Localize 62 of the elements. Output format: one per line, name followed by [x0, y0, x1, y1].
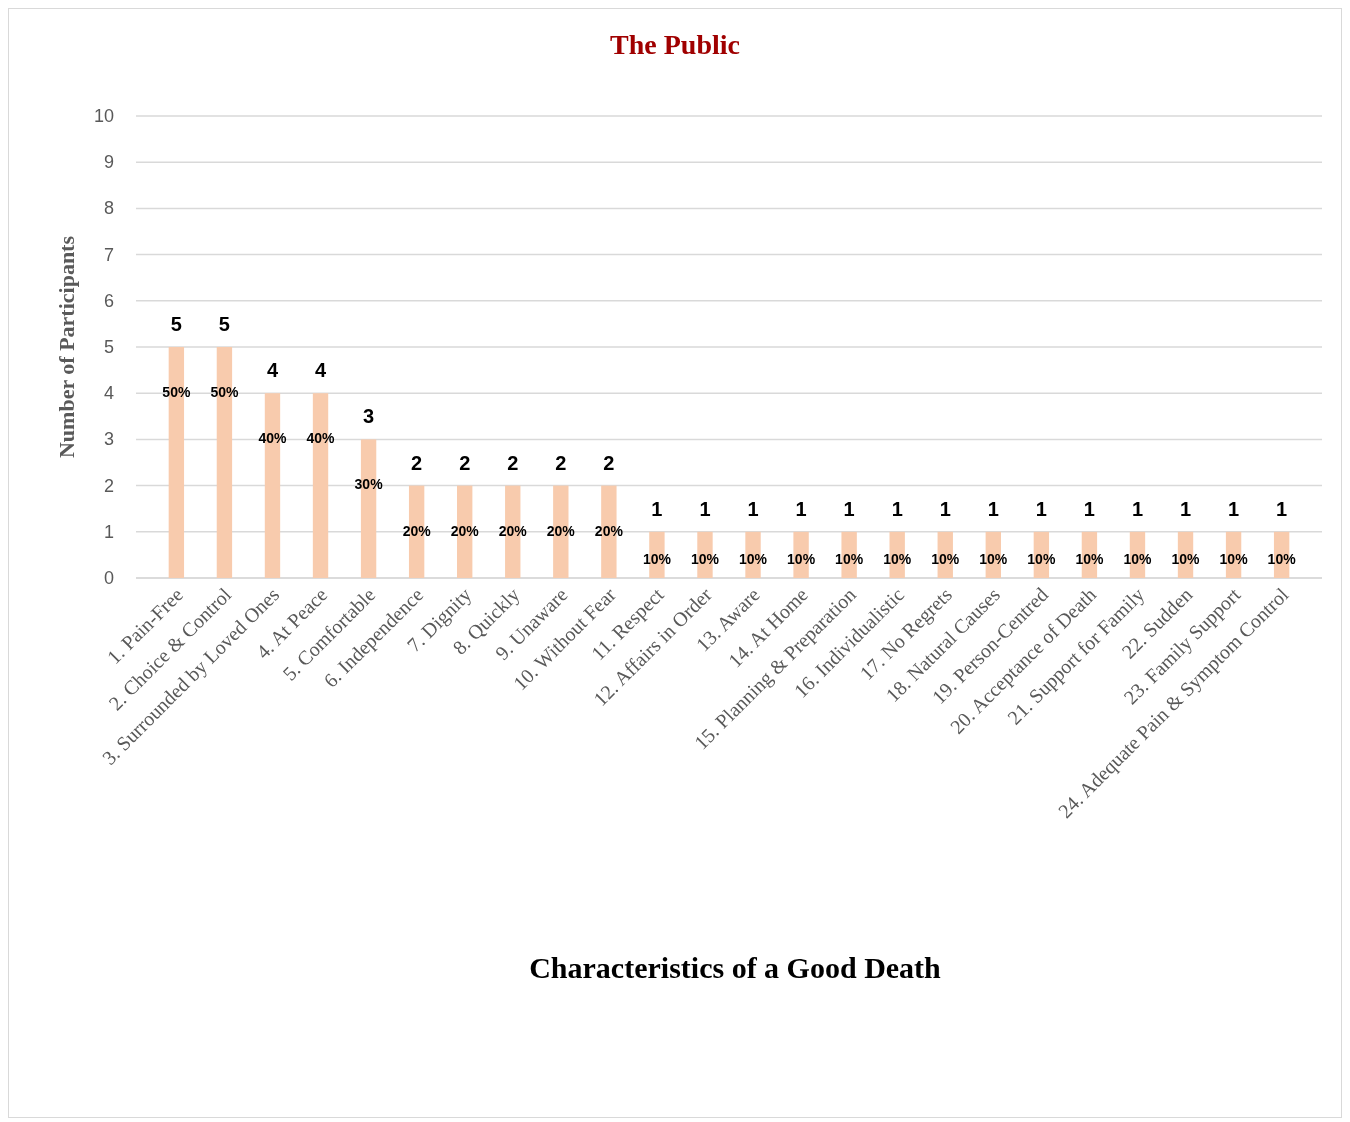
data-label: 1	[1276, 497, 1288, 520]
annotation: 10%	[931, 550, 960, 567]
data-label: 1	[1228, 497, 1240, 520]
annotation: 10%	[1075, 550, 1104, 567]
data-label: 1	[1179, 497, 1192, 520]
data-label: 2	[507, 451, 519, 474]
data-label: 1	[1131, 497, 1144, 520]
annotation: 10%	[979, 550, 1008, 567]
data-label: 4	[314, 359, 327, 382]
y-tick-label: 7	[103, 244, 114, 265]
annotation: 10%	[1219, 550, 1249, 567]
annotation: 10%	[835, 550, 864, 567]
data-label: 1	[699, 497, 711, 520]
annotation: 40%	[258, 430, 288, 447]
annotation: 20%	[402, 522, 432, 539]
annotation: 10%	[642, 550, 672, 567]
annotation: 10%	[1267, 550, 1297, 567]
data-label: 1	[795, 497, 807, 520]
data-label: 3	[363, 405, 375, 428]
annotation: 20%	[450, 522, 480, 539]
annotation: 10%	[690, 550, 720, 567]
annotation: 50%	[210, 384, 239, 400]
y-tick-label: 0	[103, 568, 114, 588]
y-tick-label: 3	[103, 429, 114, 450]
data-label: 1	[939, 497, 951, 520]
data-label: 2	[459, 451, 471, 474]
y-tick-label: 2	[103, 475, 114, 496]
data-label: 2	[555, 451, 567, 474]
y-tick-label: 6	[103, 290, 114, 311]
chart-title: The Public	[610, 29, 740, 60]
y-tick-label: 10	[93, 106, 114, 126]
data-label: 5	[170, 313, 182, 335]
annotation: 20%	[546, 522, 576, 539]
data-label: 2	[603, 451, 615, 474]
y-tick-label: 4	[103, 383, 114, 404]
y-tick-label: 8	[103, 198, 114, 219]
annotation: 10%	[883, 550, 912, 567]
annotation: 20%	[498, 522, 528, 539]
annotation: 30%	[354, 476, 384, 493]
data-label: 1	[651, 497, 663, 520]
x-axis-title: Characteristics of a Good Death	[529, 951, 942, 984]
y-tick-label: 5	[103, 337, 114, 357]
y-tick-label: 9	[103, 152, 114, 173]
annotation: 10%	[1123, 550, 1153, 567]
annotation: 10%	[1027, 550, 1056, 567]
annotation: 20%	[594, 522, 624, 539]
annotation: 10%	[739, 550, 768, 567]
annotation: 40%	[306, 430, 336, 447]
y-tick-label: 1	[103, 521, 114, 542]
data-label: 1	[987, 497, 999, 520]
data-label: 1	[843, 497, 855, 520]
data-label: 1	[1083, 497, 1095, 520]
data-label: 4	[266, 359, 279, 382]
data-label: 2	[411, 451, 423, 474]
y-axis-title: Number of Participants	[54, 235, 79, 459]
annotation: 10%	[787, 550, 816, 567]
data-label: 1	[891, 497, 903, 520]
data-label: 1	[747, 497, 759, 520]
annotation: 10%	[1171, 550, 1201, 567]
data-label: 5	[218, 313, 230, 335]
data-label: 1	[1035, 497, 1047, 520]
annotation: 50%	[162, 384, 191, 400]
